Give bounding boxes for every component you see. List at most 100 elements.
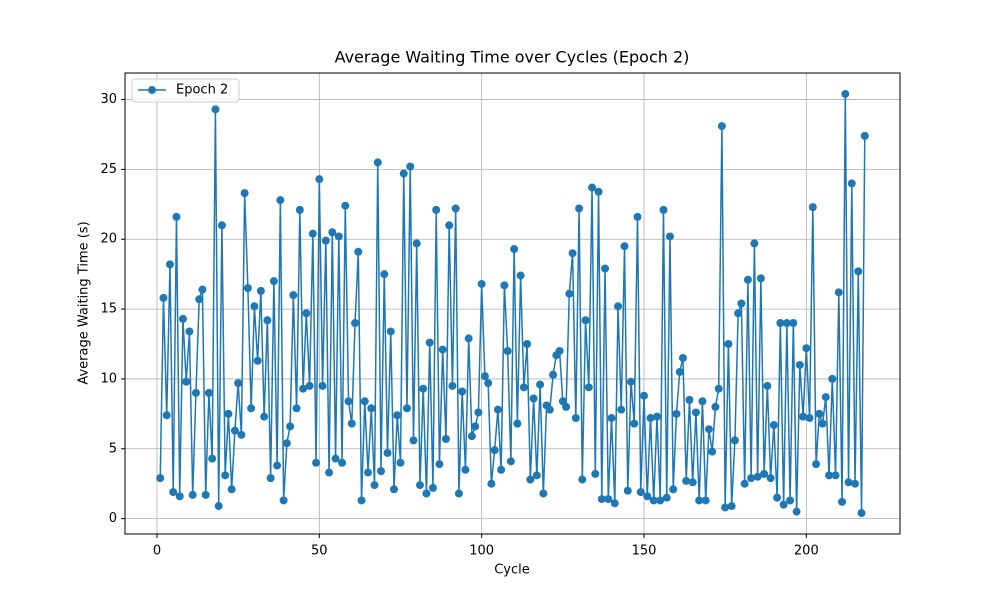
data-point bbox=[260, 412, 269, 421]
ticks: 0 50 100 150 200 0 5 10 15 20 25 30 bbox=[100, 92, 818, 558]
data-point bbox=[208, 454, 217, 463]
data-point bbox=[172, 212, 181, 221]
y-tick-label: 30 bbox=[100, 92, 117, 107]
data-point bbox=[490, 446, 499, 455]
data-point bbox=[377, 467, 386, 476]
axes-frame bbox=[124, 72, 901, 535]
data-point bbox=[389, 485, 398, 494]
data-point bbox=[448, 381, 457, 390]
data-point bbox=[312, 458, 321, 467]
data-point bbox=[737, 299, 746, 308]
data-point bbox=[471, 422, 480, 431]
chart-title: Average Waiting Time over Cycles (Epoch … bbox=[335, 48, 690, 67]
data-point bbox=[373, 158, 382, 167]
data-point bbox=[860, 131, 869, 140]
data-point bbox=[500, 281, 509, 290]
data-point bbox=[221, 471, 230, 480]
data-point bbox=[227, 485, 236, 494]
data-point bbox=[217, 221, 226, 230]
data-point bbox=[175, 492, 184, 501]
data-point bbox=[406, 162, 415, 171]
data-point bbox=[409, 436, 418, 445]
data-point bbox=[581, 316, 590, 325]
data-point bbox=[623, 486, 632, 495]
data-point bbox=[234, 379, 243, 388]
data-point bbox=[769, 421, 778, 430]
data-point bbox=[318, 381, 327, 390]
data-point bbox=[276, 196, 285, 205]
data-point bbox=[237, 430, 246, 439]
data-point bbox=[195, 295, 204, 304]
data-point bbox=[555, 346, 564, 355]
data-point bbox=[841, 89, 850, 98]
data-point bbox=[334, 232, 343, 241]
data-point bbox=[802, 344, 811, 353]
data-point bbox=[286, 422, 295, 431]
data-point bbox=[263, 316, 272, 325]
data-point bbox=[838, 497, 847, 506]
y-axis-label: Average Waiting Time (s) bbox=[77, 221, 92, 384]
data-point bbox=[253, 356, 262, 365]
data-point bbox=[419, 384, 428, 393]
data-point bbox=[292, 404, 301, 413]
data-point bbox=[743, 275, 752, 284]
data-point bbox=[805, 414, 814, 423]
data-point bbox=[295, 205, 304, 214]
data-point bbox=[325, 468, 334, 477]
data-point bbox=[269, 277, 278, 286]
data-point bbox=[178, 314, 187, 323]
data-point bbox=[201, 490, 210, 499]
data-point bbox=[432, 205, 441, 214]
y-tick-label: 5 bbox=[109, 441, 117, 456]
data-point bbox=[188, 490, 197, 499]
data-point bbox=[717, 122, 726, 131]
data-point bbox=[578, 475, 587, 484]
data-point bbox=[698, 397, 707, 406]
data-point bbox=[584, 383, 593, 392]
data-point bbox=[630, 419, 639, 428]
data-point bbox=[665, 232, 674, 241]
data-point bbox=[750, 239, 759, 248]
data-point bbox=[782, 319, 791, 328]
data-point bbox=[302, 309, 311, 318]
x-axis-label: Cycle bbox=[494, 563, 530, 578]
data-point bbox=[652, 412, 661, 421]
data-point bbox=[503, 346, 512, 355]
data-point bbox=[695, 496, 704, 505]
data-point bbox=[688, 478, 697, 487]
data-point bbox=[273, 461, 282, 470]
data-point bbox=[662, 493, 671, 502]
data-point bbox=[834, 288, 843, 297]
data-point bbox=[441, 435, 450, 444]
data-point bbox=[477, 279, 486, 288]
legend: Epoch 2 bbox=[131, 78, 240, 103]
data-point bbox=[532, 471, 541, 480]
data-point bbox=[536, 380, 545, 389]
data-point bbox=[344, 397, 353, 406]
data-point bbox=[575, 204, 584, 213]
x-tick-label: 50 bbox=[311, 544, 328, 559]
data-point bbox=[766, 474, 775, 483]
data-point bbox=[224, 409, 233, 418]
data-point bbox=[458, 387, 467, 396]
data-point bbox=[487, 479, 496, 488]
data-point bbox=[675, 367, 684, 376]
data-point bbox=[308, 229, 317, 238]
data-point bbox=[633, 212, 642, 221]
data-point bbox=[351, 319, 360, 328]
data-point bbox=[305, 381, 314, 390]
data-point bbox=[721, 503, 730, 512]
data-point bbox=[815, 409, 824, 418]
data-point bbox=[282, 439, 291, 448]
data-point bbox=[204, 388, 213, 397]
data-point bbox=[659, 205, 668, 214]
data-point bbox=[331, 454, 340, 463]
data-point bbox=[727, 502, 736, 511]
data-point bbox=[627, 377, 636, 386]
data-point bbox=[795, 360, 804, 369]
data-point bbox=[214, 502, 223, 511]
data-point bbox=[422, 489, 431, 498]
data-point bbox=[617, 405, 626, 414]
data-point bbox=[760, 469, 769, 478]
x-tick-label: 0 bbox=[153, 544, 161, 559]
